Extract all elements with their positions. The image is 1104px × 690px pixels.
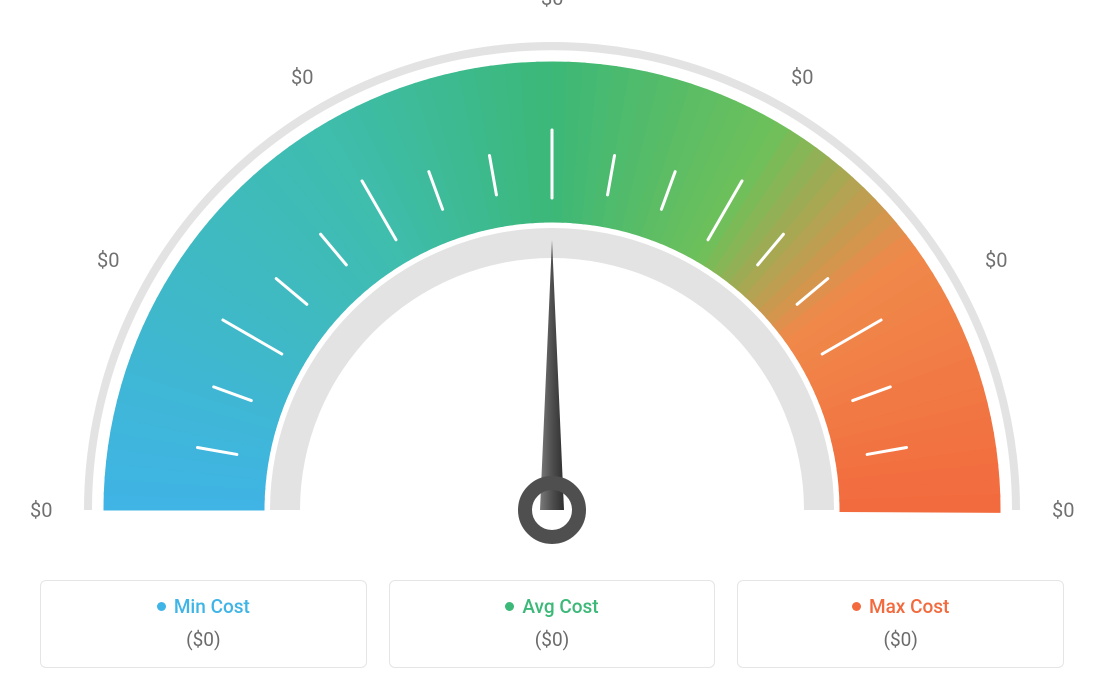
- legend-dot-min: [157, 602, 166, 611]
- legend-value-min: ($0): [51, 628, 356, 651]
- gauge-tick-label: $0: [791, 65, 813, 89]
- gauge-tick-label: $0: [97, 248, 119, 272]
- legend-dot-max: [852, 602, 861, 611]
- legend-dot-avg: [505, 602, 514, 611]
- legend-card-avg: Avg Cost ($0): [389, 580, 716, 668]
- cost-gauge-figure: $0 $0 $0 $0 $0 $0 $0 Min Cost ($0) Avg Cost ($…: [0, 0, 1104, 690]
- gauge-tick-label: $0: [291, 65, 313, 89]
- gauge-tick-label: $0: [30, 498, 52, 522]
- legend-label-min: Min Cost: [174, 595, 250, 618]
- legend-label-max: Max Cost: [869, 595, 949, 618]
- legend-value-max: ($0): [748, 628, 1053, 651]
- legend-row: Min Cost ($0) Avg Cost ($0) Max Cost ($0…: [40, 580, 1064, 668]
- legend-card-min: Min Cost ($0): [40, 580, 367, 668]
- gauge-tick-label: $0: [541, 0, 563, 10]
- legend-header-avg: Avg Cost: [400, 595, 705, 618]
- legend-card-max: Max Cost ($0): [737, 580, 1064, 668]
- gauge-needle: [540, 240, 564, 510]
- gauge-svg: [0, 0, 1104, 560]
- gauge-tick-label: $0: [1052, 498, 1074, 522]
- legend-label-avg: Avg Cost: [522, 595, 598, 618]
- legend-header-min: Min Cost: [51, 595, 356, 618]
- legend-header-max: Max Cost: [748, 595, 1053, 618]
- legend-value-avg: ($0): [400, 628, 705, 651]
- gauge-tick-label: $0: [985, 248, 1007, 272]
- gauge-area: $0 $0 $0 $0 $0 $0 $0: [0, 0, 1104, 560]
